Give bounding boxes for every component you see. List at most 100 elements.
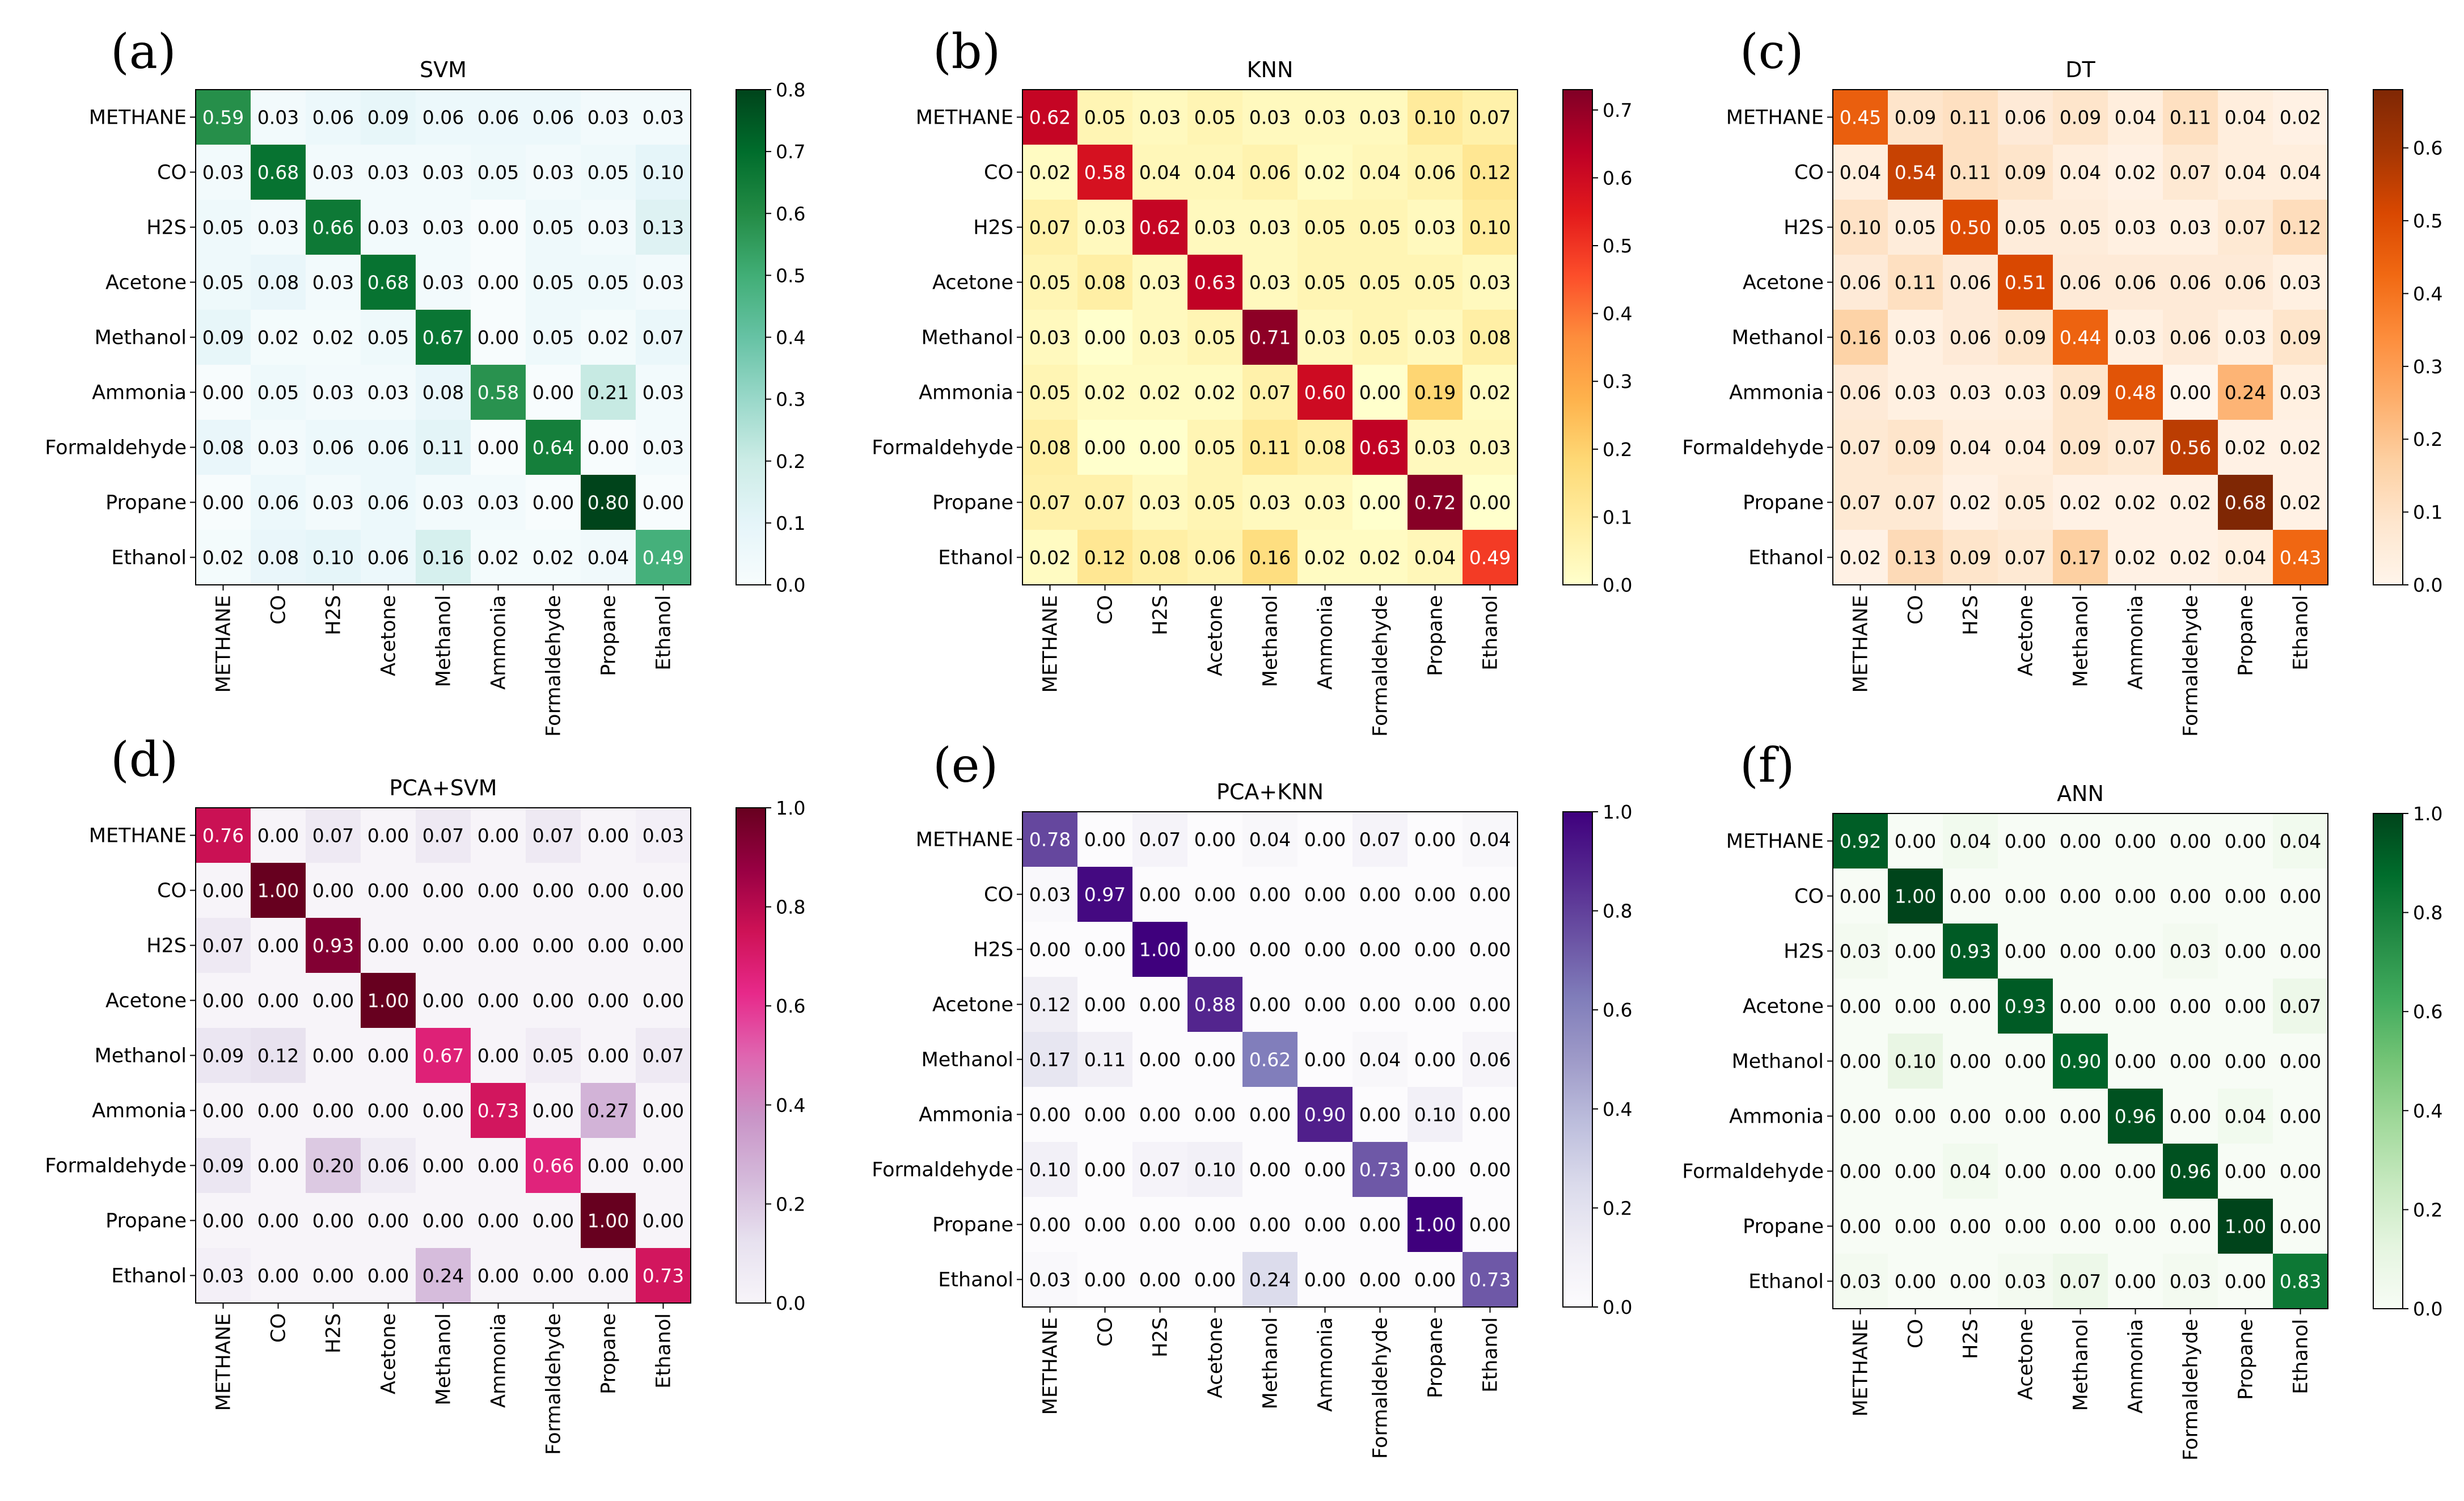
heatmap-cell: [1022, 977, 1077, 1032]
heatmap-cell: [1187, 310, 1242, 365]
cell-value-label: 0.06: [2170, 272, 2211, 294]
cell-value-label: 0.71: [1249, 327, 1291, 349]
heatmap-cell: [2163, 1144, 2218, 1199]
cell-value-label: 0.00: [1139, 437, 1181, 459]
cell-value-label: 1.00: [367, 990, 409, 1012]
cell-value-label: 0.00: [2060, 996, 2101, 1018]
heatmap-cell: [1998, 1199, 2053, 1254]
cell-value-label: 0.08: [422, 382, 464, 404]
cell-value-label: 0.00: [422, 1155, 464, 1177]
col-tick-label: CO: [1094, 1317, 1117, 1347]
heatmap-cell: [2218, 813, 2273, 868]
heatmap-cell: [1833, 813, 1888, 868]
heatmap-cell: [1022, 922, 1077, 977]
cell-value-label: 0.00: [2170, 1051, 2211, 1073]
heatmap-cell: [636, 475, 691, 530]
heatmap-cell: [1408, 1087, 1463, 1142]
heatmap-cell: [2163, 924, 2218, 979]
colorbar-tick-label: 0.5: [1603, 235, 1632, 257]
heatmap-cell: [306, 863, 361, 918]
cell-value-label: 0.00: [1840, 996, 1881, 1018]
heatmap-cell: [2273, 310, 2328, 365]
heatmap-cell: [1022, 200, 1077, 255]
cell-value-label: 0.00: [1359, 492, 1401, 514]
heatmap-cell: [1998, 145, 2053, 200]
heatmap-cell: [1463, 255, 1518, 310]
cell-value-label: 0.00: [202, 1210, 244, 1232]
heatmap-cell: [1077, 1197, 1132, 1252]
heatmap-cell: [1022, 145, 1077, 200]
cell-value-label: 0.06: [1194, 547, 1236, 569]
heatmap-cell: [1888, 145, 1943, 200]
cell-value-label: 0.04: [1469, 829, 1511, 851]
heatmap-cell: [1833, 1199, 1888, 1254]
cell-value-label: 0.09: [2060, 382, 2101, 404]
cell-value-label: 0.04: [1139, 162, 1181, 184]
heatmap-cell: [1077, 812, 1132, 867]
heatmap-cell: [2218, 310, 2273, 365]
heatmap-cell: [1077, 922, 1132, 977]
panel-dt: (c) DT 0.45 0.09 0.11 0.06 0.09 0.04 0.11 0.04 0.0…: [1682, 24, 2442, 737]
cell-value-label: 0.03: [588, 107, 629, 129]
cell-value-label: 0.00: [2115, 1216, 2156, 1238]
cell-value-label: 0.02: [1029, 162, 1071, 184]
heatmap-cell: [2108, 1089, 2163, 1144]
cell-value-label: 0.67: [422, 1045, 464, 1067]
cell-value-label: 0.07: [1840, 492, 1881, 514]
col-tick-label: Ethanol: [1480, 1317, 1502, 1393]
heatmap-cell: [1463, 922, 1518, 977]
heatmap-cell: [196, 145, 251, 200]
heatmap-cell: [1353, 365, 1408, 420]
cell-value-label: 0.00: [422, 1100, 464, 1122]
cell-value-label: 0.13: [643, 217, 684, 239]
colorbar-tick-label: 0.7: [776, 141, 805, 163]
heatmap-cell: [361, 1028, 416, 1083]
heatmap-cell: [251, 200, 306, 255]
cell-value-label: 0.09: [2005, 162, 2046, 184]
heatmap-cell: [2218, 1199, 2273, 1254]
cell-value-label: 0.00: [1249, 1214, 1291, 1236]
cell-value-label: 0.00: [2115, 1161, 2156, 1183]
cell-value-label: 0.11: [1084, 1049, 1126, 1071]
cell-value-label: 0.00: [1084, 1104, 1126, 1126]
heatmap-cell: [526, 530, 581, 585]
cell-value-label: 1.00: [588, 1210, 629, 1232]
heatmap-cell: [1297, 145, 1353, 200]
cell-value-label: 1.00: [1895, 886, 1936, 908]
row-tick-label: Acetone: [105, 272, 187, 294]
heatmap-cell: [251, 90, 306, 145]
row-tick-label: Acetone: [105, 990, 187, 1013]
cell-value-label: 0.00: [532, 1210, 574, 1232]
cell-value-label: 0.00: [1139, 884, 1181, 906]
cell-value-label: 0.45: [1840, 107, 1881, 129]
heatmap-cell: [2273, 813, 2328, 868]
cell-value-label: 0.02: [588, 327, 629, 349]
row-tick-label: Ammonia: [1729, 1106, 1824, 1128]
cell-value-label: 0.03: [1840, 941, 1881, 963]
heatmap-cell: [2108, 530, 2163, 585]
heatmap-cell: [251, 808, 306, 863]
cell-value-label: 0.00: [2225, 1051, 2266, 1073]
heatmap-cell: [416, 420, 471, 475]
heatmap-cell: [416, 973, 471, 1028]
heatmap-cell: [1022, 812, 1077, 867]
cell-value-label: 0.00: [643, 1210, 684, 1232]
cell-value-label: 0.16: [1840, 327, 1881, 349]
cell-value-label: 0.00: [2280, 1051, 2321, 1073]
heatmap-cell: [2053, 813, 2108, 868]
colorbar-tick-label: 1.0: [1603, 801, 1632, 823]
heatmap-cell: [361, 918, 416, 973]
cell-value-label: 0.00: [643, 1155, 684, 1177]
cell-value-label: 0.05: [1359, 272, 1401, 294]
panel-title: ANN: [2057, 781, 2104, 806]
colorbar-tick-label: 0.0: [1603, 1296, 1632, 1318]
heatmap-cell: [581, 530, 636, 585]
heatmap-cell: [1242, 310, 1297, 365]
heatmap-cell: [1998, 365, 2053, 420]
cell-value-label: 0.00: [477, 1210, 519, 1232]
col-tick-label: METHANE: [1039, 595, 1062, 693]
heatmap-cell: [526, 1138, 581, 1193]
col-tick-label: Propane: [1425, 595, 1447, 676]
cell-value-label: 0.10: [1414, 1104, 1456, 1126]
cell-value-label: 0.63: [1194, 272, 1236, 294]
